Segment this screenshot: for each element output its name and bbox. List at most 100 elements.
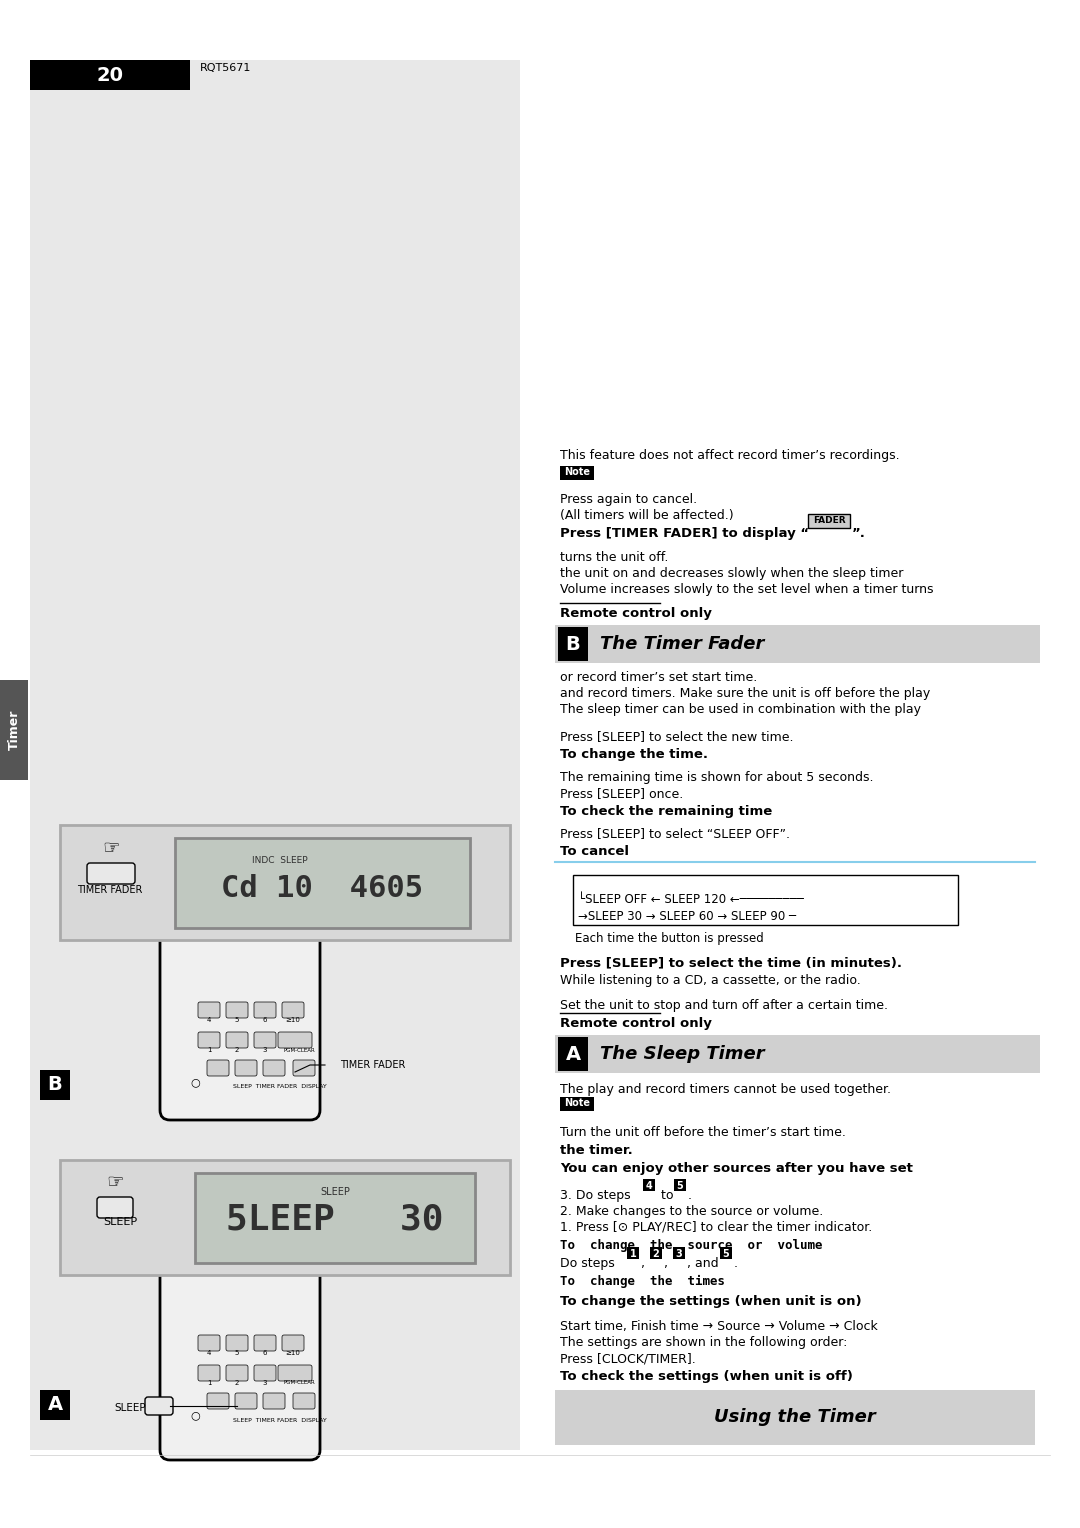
Text: 5: 5 [677, 1181, 684, 1190]
FancyBboxPatch shape [278, 1365, 312, 1381]
Text: 6: 6 [262, 1018, 267, 1024]
Text: To check the settings (when unit is off): To check the settings (when unit is off) [561, 1371, 853, 1383]
FancyBboxPatch shape [87, 863, 135, 885]
Text: 5: 5 [234, 1018, 239, 1024]
Text: To cancel: To cancel [561, 845, 629, 859]
Text: Set the unit to stop and turn off after a certain time.: Set the unit to stop and turn off after … [561, 999, 888, 1012]
Text: 5: 5 [234, 1351, 239, 1355]
Text: 4: 4 [206, 1018, 212, 1024]
Text: 20: 20 [96, 66, 123, 84]
Text: INDC  SLEEP: INDC SLEEP [253, 856, 308, 865]
Text: PGM-CLEAR: PGM-CLEAR [283, 1048, 315, 1053]
Text: TIMER FADER: TIMER FADER [78, 885, 143, 895]
Text: ”.: ”. [852, 527, 866, 539]
FancyBboxPatch shape [198, 1365, 220, 1381]
Text: 2: 2 [234, 1047, 239, 1053]
Text: TIMER FADER: TIMER FADER [340, 1060, 405, 1070]
Bar [40, 1070, 70, 1100]
FancyBboxPatch shape [207, 1060, 229, 1076]
Text: └SLEEP OFF ← SLEEP 120 ←─────────: └SLEEP OFF ← SLEEP 120 ←───────── [578, 892, 804, 906]
Bar [175, 837, 470, 927]
Text: PGM-CLEAR: PGM-CLEAR [283, 1380, 315, 1386]
Bar [555, 625, 1040, 663]
Bar [558, 626, 588, 662]
Text: The remaining time is shown for about 5 seconds.: The remaining time is shown for about 5 … [561, 772, 874, 784]
Text: Using the Timer: Using the Timer [714, 1407, 876, 1426]
Text: The play and record timers cannot be used together.: The play and record timers cannot be use… [561, 1083, 891, 1096]
Text: FADER: FADER [812, 515, 846, 524]
Text: Do steps: Do steps [561, 1258, 619, 1270]
Bar [558, 1038, 588, 1071]
FancyBboxPatch shape [226, 1365, 248, 1381]
Text: 4: 4 [206, 1351, 212, 1355]
Text: ,: , [642, 1258, 649, 1270]
FancyBboxPatch shape [198, 1031, 220, 1048]
FancyBboxPatch shape [207, 1394, 229, 1409]
Text: 5LEEP   30: 5LEEP 30 [226, 1203, 444, 1238]
Text: B: B [566, 634, 580, 654]
FancyBboxPatch shape [160, 900, 320, 1120]
Bar [808, 513, 850, 529]
Text: .: . [688, 1189, 692, 1203]
FancyBboxPatch shape [282, 1002, 303, 1018]
Bar [60, 825, 510, 940]
FancyBboxPatch shape [254, 1365, 276, 1381]
Text: 1: 1 [630, 1248, 636, 1259]
Text: Note: Note [564, 468, 590, 477]
Text: Press [SLEEP] to select “SLEEP OFF”.: Press [SLEEP] to select “SLEEP OFF”. [561, 827, 789, 840]
Text: Note: Note [564, 1099, 590, 1108]
FancyBboxPatch shape [278, 1031, 312, 1048]
Text: 1. Press [⊙ PLAY/REC] to clear the timer indicator.: 1. Press [⊙ PLAY/REC] to clear the timer… [561, 1221, 873, 1235]
Text: to: to [657, 1189, 677, 1203]
Bar [561, 466, 594, 480]
Bar [60, 1160, 510, 1274]
Text: the timer.: the timer. [561, 1144, 633, 1157]
Text: Press [CLOCK/TIMER].: Press [CLOCK/TIMER]. [561, 1352, 696, 1365]
Bar [540, 60, 1050, 1450]
Bar [673, 1247, 685, 1259]
Text: , and: , and [687, 1258, 723, 1270]
Text: SLEEP  TIMER FADER  DISPLAY: SLEEP TIMER FADER DISPLAY [233, 1418, 327, 1423]
Bar [555, 1390, 1035, 1445]
Text: 1: 1 [206, 1047, 212, 1053]
Bar [555, 1034, 1040, 1073]
Text: 3: 3 [262, 1380, 267, 1386]
FancyBboxPatch shape [235, 1394, 257, 1409]
FancyBboxPatch shape [198, 1002, 220, 1018]
Text: To change the settings (when unit is on): To change the settings (when unit is on) [561, 1296, 862, 1308]
Text: 2: 2 [234, 1380, 239, 1386]
Text: 6: 6 [262, 1351, 267, 1355]
Text: ○: ○ [190, 1077, 200, 1086]
Text: The sleep timer can be used in combination with the play: The sleep timer can be used in combinati… [561, 703, 921, 717]
FancyBboxPatch shape [160, 1219, 320, 1459]
Text: This feature does not affect record timer’s recordings.: This feature does not affect record time… [561, 449, 900, 461]
Text: 3: 3 [676, 1248, 683, 1259]
Text: To check the remaining time: To check the remaining time [561, 805, 772, 817]
Text: A: A [566, 1045, 581, 1063]
Text: Timer: Timer [8, 711, 21, 750]
Text: Cd 10  4605: Cd 10 4605 [221, 874, 423, 903]
Text: B: B [48, 1076, 63, 1094]
Bar [573, 876, 958, 924]
Text: ☞: ☞ [103, 839, 120, 857]
Text: Press [SLEEP] to select the new time.: Press [SLEEP] to select the new time. [561, 730, 794, 743]
Text: 4: 4 [646, 1181, 652, 1190]
FancyBboxPatch shape [264, 1060, 285, 1076]
Text: 1: 1 [206, 1380, 212, 1386]
Text: Each time the button is pressed: Each time the button is pressed [575, 932, 764, 944]
Text: SLEEP: SLEEP [320, 1187, 350, 1196]
Text: 3: 3 [262, 1047, 267, 1053]
Text: 3. Do steps: 3. Do steps [561, 1189, 638, 1203]
Text: Volume increases slowly to the set level when a timer turns: Volume increases slowly to the set level… [561, 584, 933, 596]
FancyBboxPatch shape [198, 1335, 220, 1351]
Text: Press again to cancel.: Press again to cancel. [561, 494, 697, 506]
Bar [195, 1174, 475, 1264]
Text: ○: ○ [190, 1410, 200, 1420]
Text: Press [TIMER FADER] to display “: Press [TIMER FADER] to display “ [561, 527, 809, 539]
Text: SLEEP: SLEEP [114, 1403, 146, 1413]
Text: While listening to a CD, a cassette, or the radio.: While listening to a CD, a cassette, or … [561, 973, 861, 987]
Bar [627, 1247, 639, 1259]
FancyBboxPatch shape [254, 1031, 276, 1048]
FancyBboxPatch shape [293, 1394, 315, 1409]
Text: To change the time.: To change the time. [561, 749, 708, 761]
